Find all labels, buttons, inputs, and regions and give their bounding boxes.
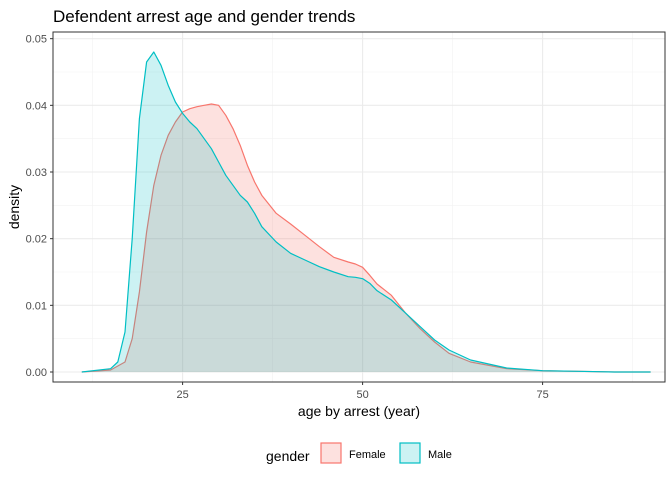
chart-title: Defendent arrest age and gender trends	[53, 7, 355, 26]
legend-key-bg-female	[320, 442, 342, 464]
y-tick-label: 0.00	[26, 367, 47, 379]
y-tick-label: 0.03	[26, 167, 47, 179]
plot-panel	[53, 32, 665, 382]
legend-key-bg-male	[399, 442, 421, 464]
legend-label-male: Male	[428, 449, 452, 461]
density-line-male	[81, 51, 651, 373]
x-tick-label: 25	[176, 389, 188, 401]
grid-major	[53, 32, 665, 382]
y-tick-label: 0.01	[26, 300, 47, 312]
y-axis-label: density	[6, 185, 22, 229]
y-tick-label: 0.05	[26, 34, 47, 46]
grid-minor	[53, 32, 665, 382]
y-tick-label: 0.04	[26, 100, 47, 112]
legend-label-female: Female	[349, 449, 386, 461]
density-line-female	[81, 103, 651, 373]
plot-border	[52, 31, 666, 383]
series-layer	[81, 51, 651, 373]
x-tick-label: 50	[356, 389, 368, 401]
y-tick-label: 0.02	[26, 234, 47, 246]
density-area-male	[81, 52, 651, 372]
x-axis: 25 50 75	[176, 382, 549, 401]
legend: gender Female Male	[266, 442, 452, 464]
x-axis-label: age by arrest (year)	[298, 403, 420, 419]
x-tick-label: 75	[536, 389, 548, 401]
legend-title: gender	[266, 448, 310, 464]
y-axis: 0.00 0.01 0.02 0.03 0.04 0.05	[26, 34, 53, 379]
legend-key-female	[320, 442, 342, 464]
legend-key-male	[399, 442, 421, 464]
